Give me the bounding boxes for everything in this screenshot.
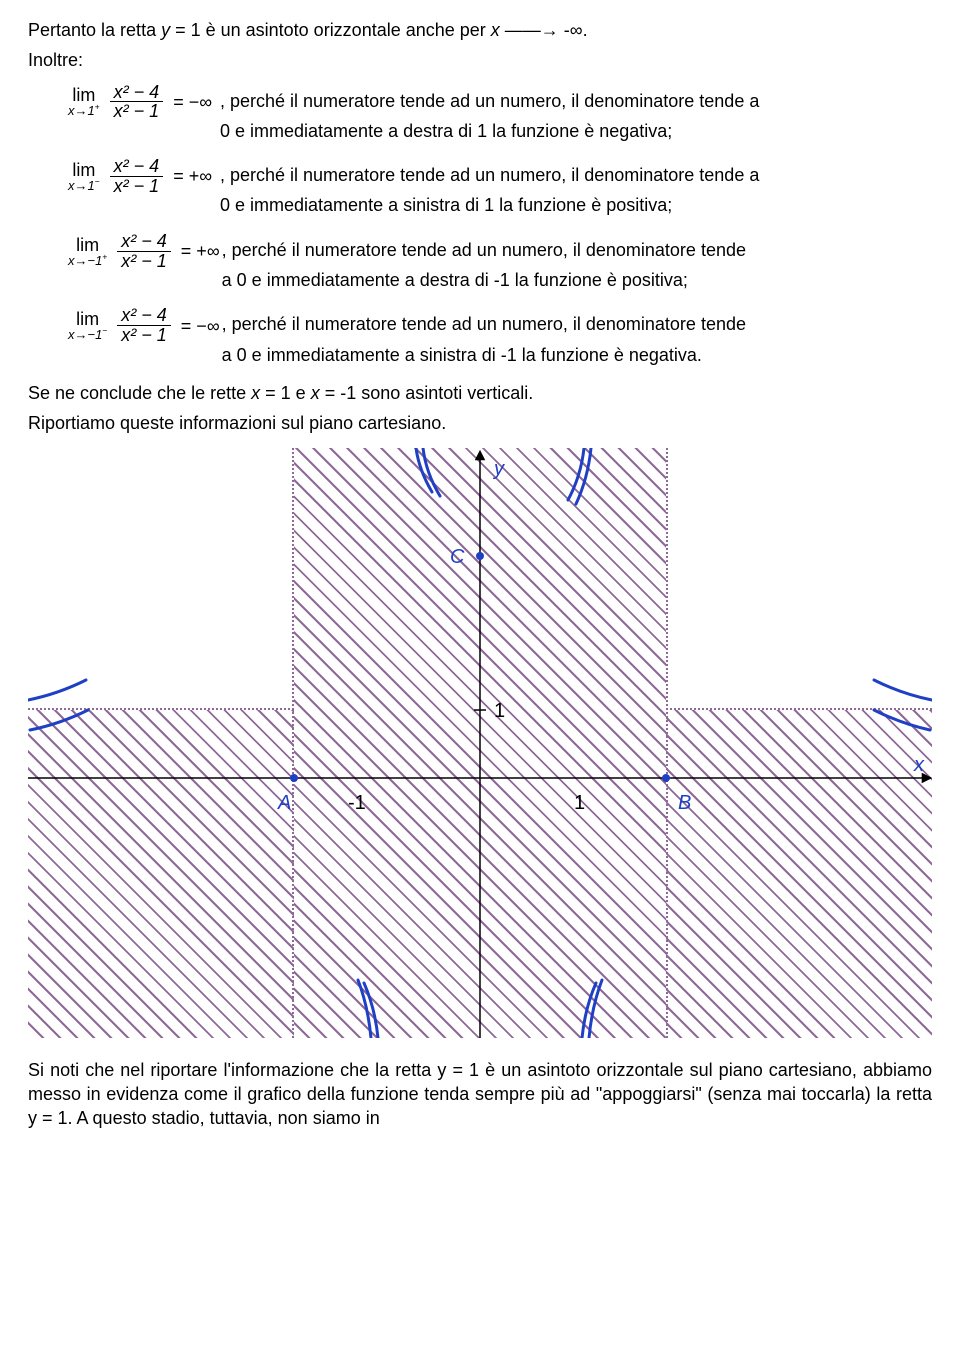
label-x: x bbox=[914, 752, 924, 779]
axes-svg bbox=[28, 448, 932, 1038]
label-A: A bbox=[278, 790, 291, 817]
bottom-paragraph: Si noti che nel riportare l'informazione… bbox=[28, 1058, 932, 1131]
label-y: y bbox=[494, 456, 504, 483]
cartesian-plot: y x C A B 1 1 -1 bbox=[28, 448, 932, 1038]
label-tick-neg1x: -1 bbox=[348, 790, 366, 817]
label-B: B bbox=[678, 790, 691, 817]
conclusion-line-1: Se ne conclude che le rette x = 1 e x = … bbox=[28, 381, 932, 405]
label-tick-1x: 1 bbox=[574, 790, 585, 817]
limit-block-1: limx→1−x² − 4x² − 1= +∞, perché il numer… bbox=[28, 157, 932, 218]
intro-line-1: Pertanto la retta y = 1 è un asintoto or… bbox=[28, 18, 932, 42]
limit-block-2: limx→−1+x² − 4x² − 1= +∞, perché il nume… bbox=[28, 232, 932, 293]
label-C: C bbox=[450, 544, 464, 571]
limit-block-3: limx→−1−x² − 4x² − 1= −∞, perché il nume… bbox=[28, 306, 932, 367]
limit-block-0: limx→1+x² − 4x² − 1= −∞, perché il numer… bbox=[28, 83, 932, 144]
label-tick-1y: 1 bbox=[494, 698, 505, 725]
conclusion-line-2: Riportiamo queste informazioni sul piano… bbox=[28, 411, 932, 435]
intro-line-2: Inoltre: bbox=[28, 48, 932, 72]
